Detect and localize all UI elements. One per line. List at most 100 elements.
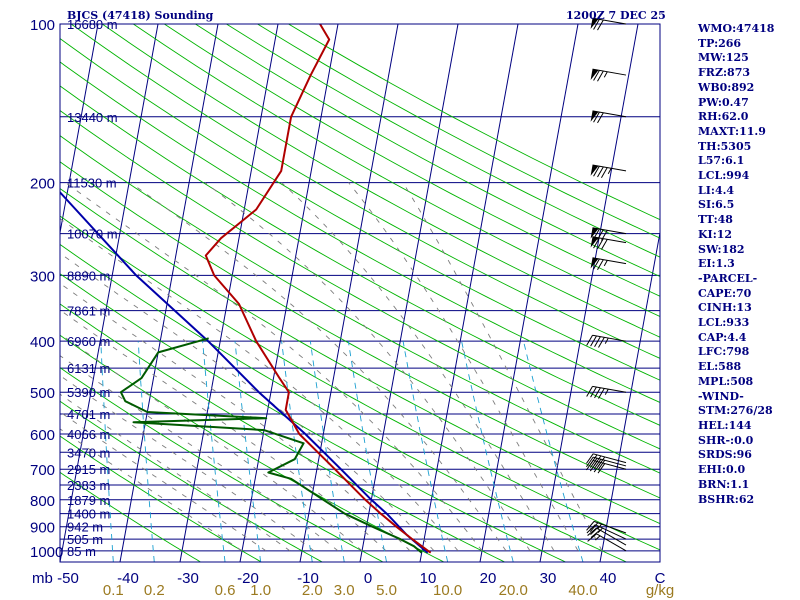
- wind-barbs: [586, 17, 627, 552]
- wind-barb-full: [594, 387, 601, 399]
- mixing-ratio-line: [137, 341, 155, 562]
- temperature-tick: 20: [480, 570, 497, 587]
- wind-barb-full: [597, 463, 606, 474]
- height-label: 1400 m: [67, 507, 110, 522]
- wind-barb-half: [597, 523, 602, 530]
- wind-barb-staff: [592, 257, 627, 265]
- axis-labels: 0.1 0.2 0.6 1.0 2.0 3.0 5.0 10.0 20.0 40.0 g/kg100…: [30, 17, 674, 599]
- wind-barb-staff: [594, 524, 627, 540]
- mixing-ratio-line: [309, 341, 345, 562]
- dry-adiabat: [60, 38, 660, 381]
- dry-adiabat: [60, 435, 262, 562]
- wind-barb-full: [587, 533, 597, 542]
- wind-barb-staff: [592, 68, 627, 76]
- index-item: WB0:892: [698, 80, 755, 94]
- temperature-trace: [204, 24, 432, 554]
- wind-barb-full: [597, 459, 606, 471]
- wind-barb-full: [597, 112, 604, 124]
- wind-barb-full: [597, 19, 604, 31]
- moist-adiabat: [130, 182, 507, 552]
- dry-adiabat: [60, 367, 384, 562]
- dry-adiabat: [60, 109, 660, 450]
- mixing-ratio-line: [234, 341, 262, 562]
- moist-adiabat: [60, 309, 387, 552]
- isotherm-line: [539, 24, 639, 562]
- wind-barb: [590, 164, 627, 178]
- height-label: 6960 m: [67, 334, 110, 349]
- pressure-tick: 400: [30, 334, 55, 351]
- isotherm-line: [479, 24, 579, 562]
- mixing-ratio-line: [402, 341, 449, 562]
- wind-barb-full: [597, 259, 604, 271]
- index-item: SHR-:0.0: [698, 433, 754, 447]
- wind-barb-flag: [590, 164, 599, 176]
- dry-adiabat: [60, 471, 201, 562]
- wind-barb-full: [597, 456, 606, 467]
- wind-barb-full: [589, 457, 598, 469]
- sounding-indices: WMO:47418 TP:266 MW:125 FRZ:873 WB0:892 PW:0.…: [698, 22, 798, 507]
- isotherm-line: [419, 24, 519, 562]
- moist-adiabat: [348, 182, 579, 552]
- wind-barb-full: [589, 454, 598, 465]
- wind-barb-full: [593, 455, 602, 466]
- isotherm-line: [599, 229, 660, 562]
- index-item: LCL:994: [698, 169, 750, 183]
- wind-barb-half: [604, 388, 609, 395]
- height-label: 13440 m: [67, 110, 118, 125]
- wind-barb-full: [593, 111, 600, 123]
- wind-barb-full: [586, 456, 594, 468]
- index-item: EI:1.3: [698, 257, 735, 271]
- wind-barb-staff: [592, 236, 627, 244]
- dry-adiabat: [60, 273, 566, 562]
- sounding-time: 1200Z 7 DEC 25: [566, 9, 666, 22]
- index-item: HEL:144: [698, 418, 752, 432]
- dry-adiabat: [133, 24, 660, 317]
- index-item: CINH:13: [698, 301, 752, 315]
- temperature-tick: 40: [600, 570, 617, 587]
- wind-barb: [587, 527, 627, 546]
- height-label: 5390 m: [67, 385, 110, 400]
- wind-barb-full: [594, 336, 601, 348]
- dry-adiabat: [60, 243, 627, 562]
- wind-barb-half: [594, 535, 601, 541]
- index-item: -PARCEL-: [698, 271, 758, 285]
- wind-barb-full: [590, 526, 600, 536]
- index-item: WMO:47418: [698, 22, 775, 35]
- pressure-tick: 500: [30, 385, 55, 402]
- wind-barb-flag: [590, 227, 599, 239]
- wind-barb-flag: [590, 18, 599, 29]
- temperature-tick: 30: [540, 570, 557, 587]
- dry-adiabat: [60, 187, 660, 525]
- wind-barb: [586, 456, 627, 471]
- wind-barb-full: [593, 70, 600, 81]
- temperature-tick: 0: [364, 570, 372, 587]
- index-item: TT:48: [698, 213, 733, 227]
- wind-barb-staff: [593, 520, 627, 534]
- wind-barb-staff: [592, 17, 627, 25]
- wind-barb: [590, 227, 627, 241]
- wind-barb-staff: [593, 453, 627, 464]
- wind-barb-full: [593, 19, 600, 30]
- index-item: SI:6.5: [698, 198, 735, 212]
- wind-barb-full: [601, 167, 608, 178]
- wind-barb-full: [587, 527, 597, 536]
- moist-adiabat: [281, 182, 555, 552]
- height-label: 11530 m: [67, 176, 117, 191]
- wind-barb-half: [603, 260, 608, 267]
- temperature-tick: 10: [420, 570, 437, 587]
- wind-barb-full: [597, 238, 604, 250]
- height-label: 85 m: [67, 544, 96, 559]
- height-label: 16680 m: [67, 17, 118, 32]
- index-item: PW:0.47: [698, 95, 749, 109]
- profile-layer: [60, 24, 432, 554]
- moist-adiabat: [204, 182, 531, 552]
- index-item: MAXT:11.9: [698, 124, 766, 138]
- wind-barb: [586, 520, 627, 534]
- moist-adiabat: [60, 333, 363, 552]
- index-item: SRDS:96: [698, 448, 752, 462]
- wind-barb-full: [597, 70, 604, 82]
- wind-barb-full: [586, 453, 594, 464]
- wind-barb-half: [597, 527, 603, 534]
- pressure-tick: 100: [30, 17, 55, 34]
- index-item: LI:4.4: [698, 183, 735, 197]
